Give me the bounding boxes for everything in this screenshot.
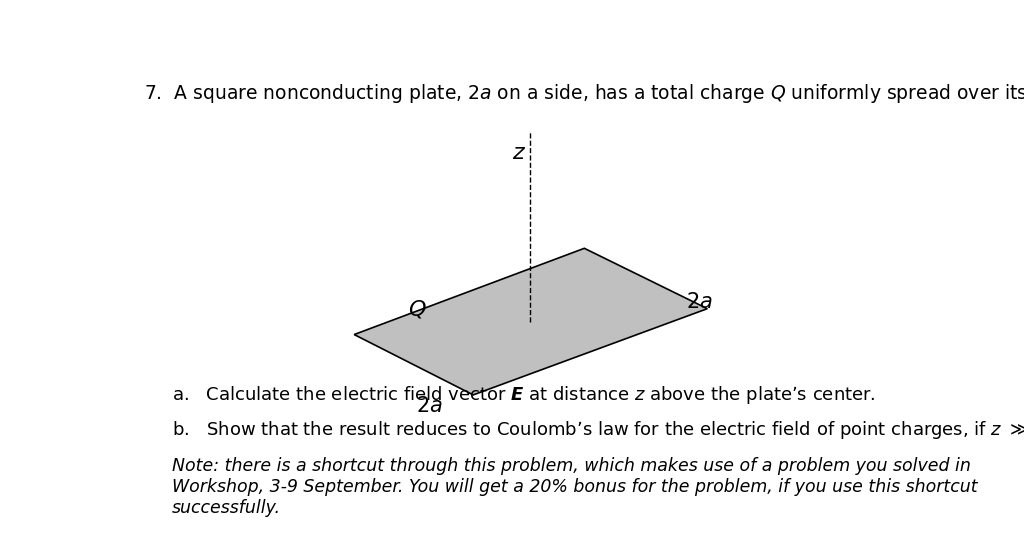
Text: b.   Show that the result reduces to Coulomb’s law for the electric field of poi: b. Show that the result reduces to Coulo… [172,419,1024,441]
Text: $Q$: $Q$ [409,298,427,320]
Text: a.   Calculate the electric field vector $\boldsymbol{E}$ at distance $z$ above : a. Calculate the electric field vector $… [172,384,876,406]
Text: Note: there is a shortcut through this problem, which makes use of a problem you: Note: there is a shortcut through this p… [172,458,977,517]
Text: $z$: $z$ [512,143,526,164]
Text: 7.  A square nonconducting plate, $2a$ on a side, has a total charge $Q$ uniform: 7. A square nonconducting plate, $2a$ on… [143,82,1024,105]
Text: $2a$: $2a$ [416,396,443,416]
Polygon shape [354,248,708,395]
Text: $2a$: $2a$ [686,292,713,312]
